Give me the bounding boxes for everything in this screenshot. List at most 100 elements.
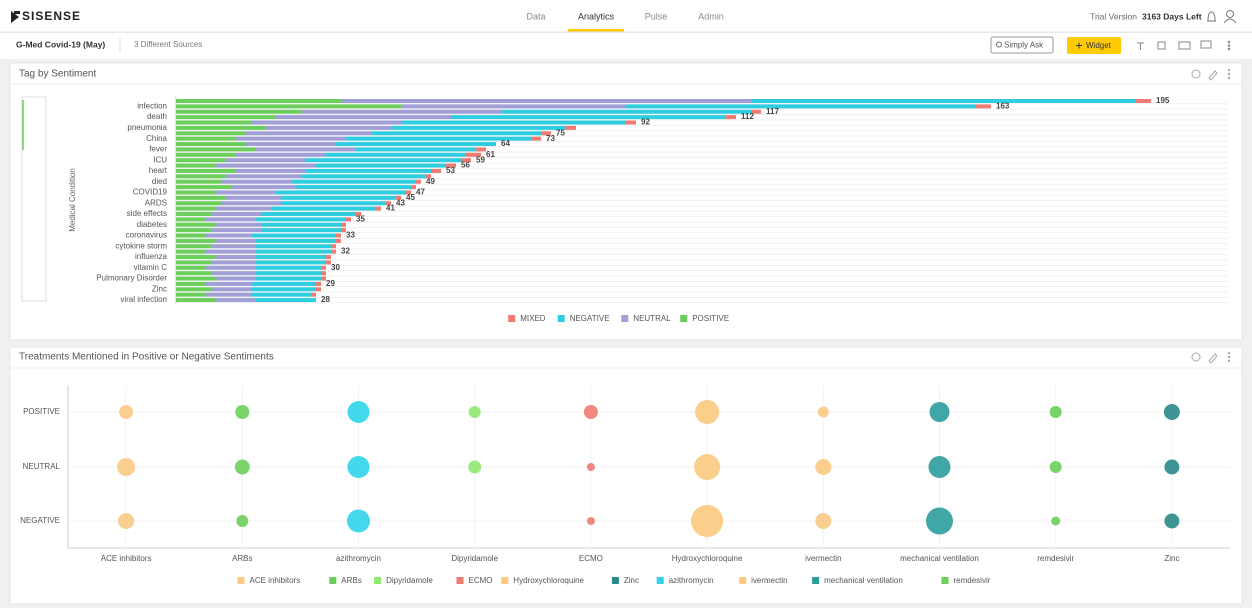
legend-label: POSITIVE	[692, 314, 729, 323]
bar-segment	[341, 99, 751, 103]
bar-segment	[336, 238, 341, 243]
scroll-navigator[interactable]	[21, 96, 47, 302]
bar-segment	[176, 158, 226, 163]
logo: SISENSE	[22, 9, 81, 23]
simply-ask[interactable]: Simply Ask	[1004, 41, 1044, 50]
x-tick-label: mechanical ventilation	[900, 554, 979, 563]
bar-segment	[411, 185, 416, 190]
legend-swatch	[611, 577, 619, 584]
bar-segment	[176, 99, 341, 103]
y-tick-label: POSITIVE	[23, 407, 60, 416]
bubble	[583, 405, 598, 419]
user-icon-body	[1223, 18, 1237, 24]
x-tick-label: remdesivir	[1037, 554, 1074, 563]
bar-segment	[176, 265, 206, 270]
plus-icon	[1076, 42, 1082, 49]
bubble	[468, 460, 482, 474]
legend-label: mechanical ventilation	[824, 576, 903, 585]
y-tick-label: influenza	[135, 252, 168, 261]
bar-segment	[176, 147, 256, 152]
bar-segment	[281, 195, 396, 200]
active-tab-underline	[568, 29, 624, 32]
search-icon	[996, 41, 1002, 48]
user-icon[interactable]	[1226, 10, 1234, 18]
bar-segment	[296, 185, 411, 190]
nav-tab[interactable]: Admin	[698, 11, 724, 21]
x-tick-label: Zinc	[1164, 554, 1179, 563]
legend-label: remdesivir	[954, 576, 991, 585]
y-tick-label: NEGATIVE	[20, 516, 60, 525]
bar-segment	[216, 255, 256, 260]
legend-swatch	[508, 315, 516, 322]
bubble	[347, 456, 370, 478]
bar-segment	[331, 249, 336, 254]
bell-icon[interactable]	[1207, 11, 1216, 22]
widget-button-label[interactable]: Widget	[1086, 41, 1112, 50]
widget-icons	[1191, 68, 1231, 81]
bar-segment	[356, 211, 361, 216]
bubble	[586, 463, 595, 471]
bar-segment	[176, 185, 231, 190]
legend-label: ACE inhibitors	[250, 576, 301, 585]
total-label: 47	[416, 188, 425, 197]
bar-segment	[316, 163, 446, 168]
bar-segment	[176, 190, 216, 195]
bar-segment	[251, 120, 401, 125]
bar-segment	[176, 179, 221, 184]
bubble	[1049, 406, 1062, 418]
bar-segment	[206, 233, 251, 238]
bar-segment	[331, 244, 336, 249]
bar-segment	[251, 281, 316, 286]
bar-segment	[176, 238, 216, 243]
bar-segment	[256, 217, 346, 222]
bubble	[929, 402, 950, 422]
total-label: 163	[996, 101, 1010, 110]
y-tick-label: pneumonia	[127, 123, 167, 132]
bar-segment	[751, 99, 1136, 103]
bar-segment	[216, 238, 256, 243]
x-tick-label: Hydroxychloroquine	[672, 554, 743, 563]
bubble	[586, 517, 595, 525]
legend-label: Hydroxychloroquine	[513, 576, 584, 585]
bar-segment	[321, 265, 326, 270]
bar-segment	[266, 125, 391, 130]
nav-tab[interactable]: Analytics	[578, 11, 615, 21]
total-label: 33	[346, 231, 355, 240]
bar-segment	[176, 260, 211, 265]
bar-segment	[416, 179, 421, 184]
nav-tab[interactable]: Data	[526, 11, 545, 21]
bar-segment	[226, 174, 301, 179]
bar-segment	[176, 206, 216, 211]
bar-segment	[216, 206, 271, 211]
bar-segment	[256, 265, 321, 270]
total-label: 112	[741, 112, 754, 121]
widget-panel	[9, 346, 1243, 605]
bar-segment	[276, 115, 451, 120]
bar-segment	[371, 131, 541, 136]
bar-segment	[356, 147, 476, 152]
bar-segment	[336, 142, 496, 147]
total-label: 53	[446, 166, 455, 175]
x-tick-label: azithromycin	[336, 554, 381, 563]
total-label: 28	[321, 295, 330, 304]
bubble	[234, 459, 250, 475]
bar-segment	[256, 249, 331, 254]
bar-segment	[256, 244, 331, 249]
legend-swatch	[456, 577, 464, 584]
widget-button[interactable]	[1067, 37, 1121, 54]
total-label: 75	[556, 128, 565, 137]
bar-segment	[326, 152, 466, 157]
y-tick-label: coronavirus	[126, 231, 167, 240]
nav-tab[interactable]: Pulse	[645, 11, 668, 21]
days-left: 3163 Days Left	[1142, 11, 1202, 21]
bar-segment	[316, 287, 321, 292]
bar-segment	[206, 292, 251, 297]
simply-ask-box[interactable]	[990, 36, 1054, 54]
bar-segment	[261, 222, 341, 227]
y-tick-label: Zinc	[152, 284, 167, 293]
bubble	[347, 509, 370, 533]
bubble	[1049, 461, 1062, 473]
legend-swatch	[941, 577, 949, 584]
bar-segment	[1136, 99, 1151, 103]
bar-segment	[211, 228, 261, 233]
